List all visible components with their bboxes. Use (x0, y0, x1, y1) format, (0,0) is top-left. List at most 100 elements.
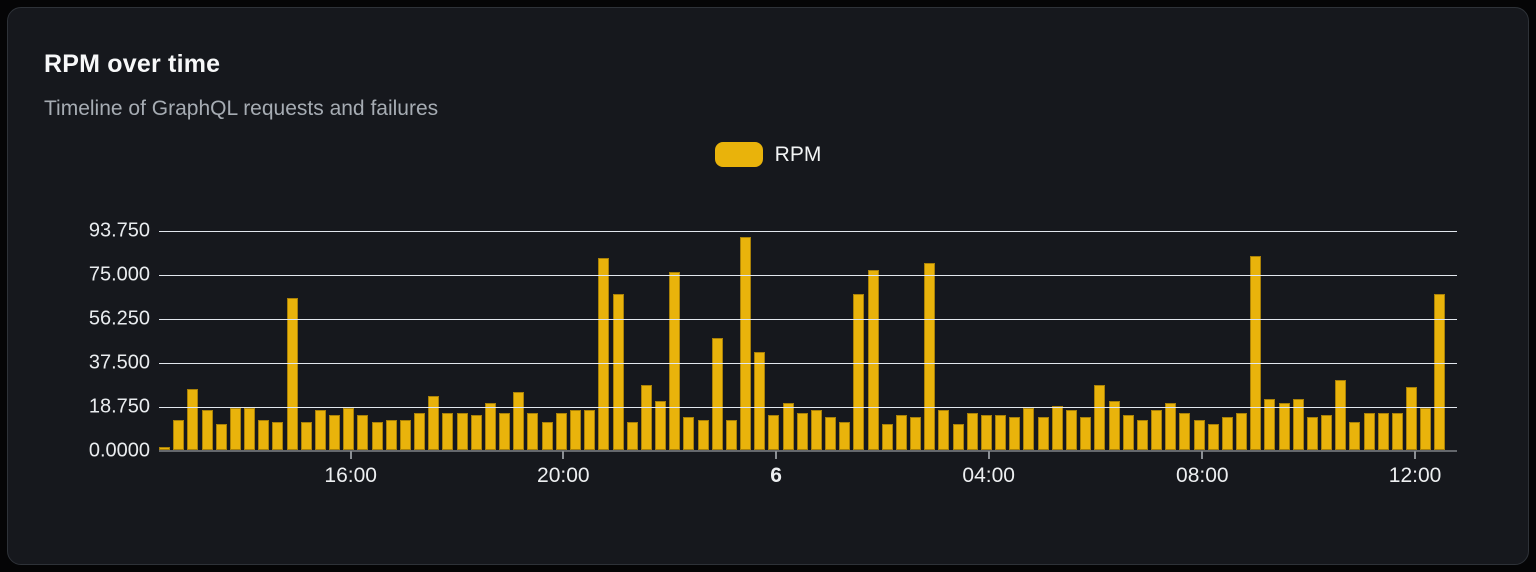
rpm-bar[interactable] (810, 410, 822, 450)
rpm-bar[interactable] (910, 417, 922, 450)
rpm-bar[interactable] (952, 424, 964, 450)
rpm-bar[interactable] (1349, 421, 1361, 450)
rpm-bar[interactable] (456, 412, 468, 450)
legend-swatch-rpm[interactable] (714, 142, 763, 167)
rpm-bar[interactable] (796, 412, 808, 450)
rpm-bar[interactable] (768, 414, 780, 450)
x-axis-tick (349, 451, 352, 459)
rpm-bar[interactable] (428, 396, 440, 450)
rpm-bar[interactable] (1122, 414, 1134, 450)
rpm-bar[interactable] (357, 414, 369, 450)
rpm-bar[interactable] (371, 421, 383, 450)
rpm-bar[interactable] (484, 403, 496, 450)
legend-label-rpm[interactable]: RPM (774, 142, 822, 166)
rpm-bar[interactable] (1193, 419, 1205, 450)
rpm-bar[interactable] (1406, 386, 1418, 450)
rpm-bar[interactable] (1151, 410, 1163, 450)
rpm-bar[interactable] (258, 419, 270, 450)
rpm-bar[interactable] (1108, 400, 1120, 450)
rpm-bar[interactable] (924, 263, 936, 450)
rpm-bar[interactable] (1278, 403, 1290, 450)
rpm-bar[interactable] (442, 412, 454, 450)
rpm-bar[interactable] (711, 337, 723, 450)
rpm-bar[interactable] (385, 419, 397, 450)
rpm-bar[interactable] (1066, 410, 1077, 450)
rpm-bar[interactable] (343, 407, 355, 450)
rpm-bar[interactable] (938, 410, 950, 450)
rpm-bar[interactable] (470, 414, 482, 450)
rpm-bar[interactable] (1264, 398, 1276, 450)
x-axis-tick (1201, 451, 1204, 459)
rpm-bar[interactable] (201, 410, 213, 450)
y-axis-tick-label: 37.500 (88, 351, 150, 374)
rpm-bar[interactable] (1037, 417, 1049, 450)
rpm-bar[interactable] (980, 414, 992, 450)
rpm-bar[interactable] (555, 412, 567, 450)
rpm-bar[interactable] (1023, 407, 1035, 450)
rpm-bar[interactable] (399, 419, 411, 450)
rpm-bar[interactable] (1377, 412, 1389, 450)
rpm-bar[interactable] (541, 421, 553, 450)
rpm-bar[interactable] (159, 446, 170, 450)
rpm-bar[interactable] (1136, 419, 1148, 450)
rpm-bar[interactable] (867, 270, 879, 450)
rpm-bar[interactable] (1434, 293, 1446, 450)
rpm-bar[interactable] (513, 391, 525, 450)
rpm-bar[interactable] (329, 414, 341, 450)
rpm-bar[interactable] (1420, 407, 1432, 450)
rpm-bar[interactable] (966, 412, 978, 450)
rpm-bar[interactable] (286, 298, 298, 450)
rpm-bar[interactable] (697, 419, 709, 450)
rpm-bar[interactable] (527, 412, 539, 450)
rpm-bar[interactable] (1250, 256, 1262, 450)
rpm-bar[interactable] (300, 421, 312, 450)
x-axis-tick (562, 451, 565, 459)
rpm-bar[interactable] (683, 417, 695, 450)
rpm-bar[interactable] (612, 293, 624, 450)
rpm-bar[interactable] (584, 410, 596, 450)
rpm-bar[interactable] (598, 258, 610, 450)
rpm-bar[interactable] (1009, 417, 1021, 450)
gridline (159, 319, 1457, 320)
rpm-bar[interactable] (754, 351, 766, 450)
rpm-bar[interactable] (839, 421, 851, 450)
rpm-bar[interactable] (1391, 412, 1403, 450)
x-axis-tick-label: 04:00 (962, 464, 1015, 487)
rpm-bar[interactable] (1207, 424, 1219, 450)
rpm-bar[interactable] (640, 384, 652, 450)
rpm-bar[interactable] (1236, 412, 1248, 450)
rpm-bar[interactable] (1179, 412, 1191, 450)
rpm-bar[interactable] (782, 403, 794, 450)
rpm-bar[interactable] (881, 424, 893, 450)
rpm-bar[interactable] (626, 421, 638, 450)
rpm-bar[interactable] (1321, 414, 1333, 450)
rpm-bar[interactable] (995, 414, 1007, 450)
rpm-bar[interactable] (244, 407, 256, 450)
rpm-bar[interactable] (1165, 403, 1177, 450)
rpm-bar[interactable] (1335, 379, 1347, 450)
rpm-bar[interactable] (187, 389, 199, 450)
rpm-bar[interactable] (655, 400, 667, 450)
rpm-bar[interactable] (669, 272, 681, 450)
rpm-bar[interactable] (314, 410, 326, 450)
rpm-bar[interactable] (173, 419, 185, 450)
rpm-bar[interactable] (895, 414, 907, 450)
rpm-bar[interactable] (1221, 417, 1233, 450)
rpm-bar[interactable] (414, 412, 426, 450)
rpm-bar[interactable] (215, 424, 227, 450)
rpm-bar[interactable] (1051, 405, 1063, 450)
rpm-bar[interactable] (229, 407, 241, 450)
rpm-bar[interactable] (740, 237, 752, 450)
rpm-bar[interactable] (569, 410, 581, 450)
chart-subtitle: Timeline of GraphQL requests and failure… (44, 97, 439, 120)
rpm-bar[interactable] (825, 417, 837, 450)
rpm-bar[interactable] (499, 412, 511, 450)
rpm-bar[interactable] (1080, 417, 1092, 450)
rpm-bar[interactable] (1292, 398, 1304, 450)
rpm-bar[interactable] (1094, 384, 1106, 450)
rpm-bar[interactable] (853, 293, 865, 450)
rpm-bar[interactable] (272, 421, 284, 450)
rpm-bar[interactable] (1306, 417, 1318, 450)
rpm-bar[interactable] (1363, 412, 1375, 450)
rpm-bar[interactable] (725, 419, 737, 450)
